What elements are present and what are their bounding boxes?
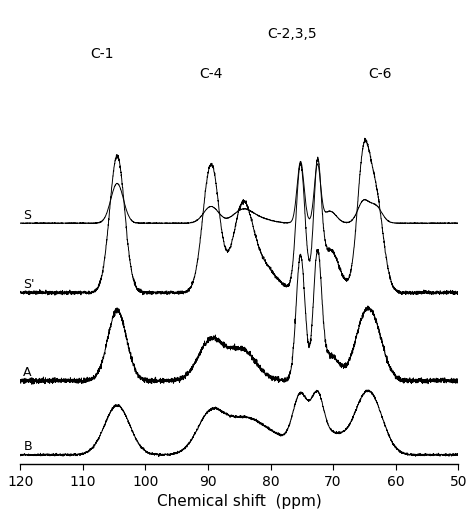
Text: C-6: C-6 <box>368 67 392 81</box>
Text: B: B <box>23 440 32 453</box>
Text: C-1: C-1 <box>90 47 113 61</box>
Text: C-2,3,5: C-2,3,5 <box>268 27 317 41</box>
Text: S': S' <box>23 278 35 291</box>
Text: C-4: C-4 <box>200 67 223 81</box>
Text: S: S <box>23 208 31 221</box>
Text: A: A <box>23 366 32 379</box>
X-axis label: Chemical shift  (ppm): Chemical shift (ppm) <box>157 494 321 509</box>
